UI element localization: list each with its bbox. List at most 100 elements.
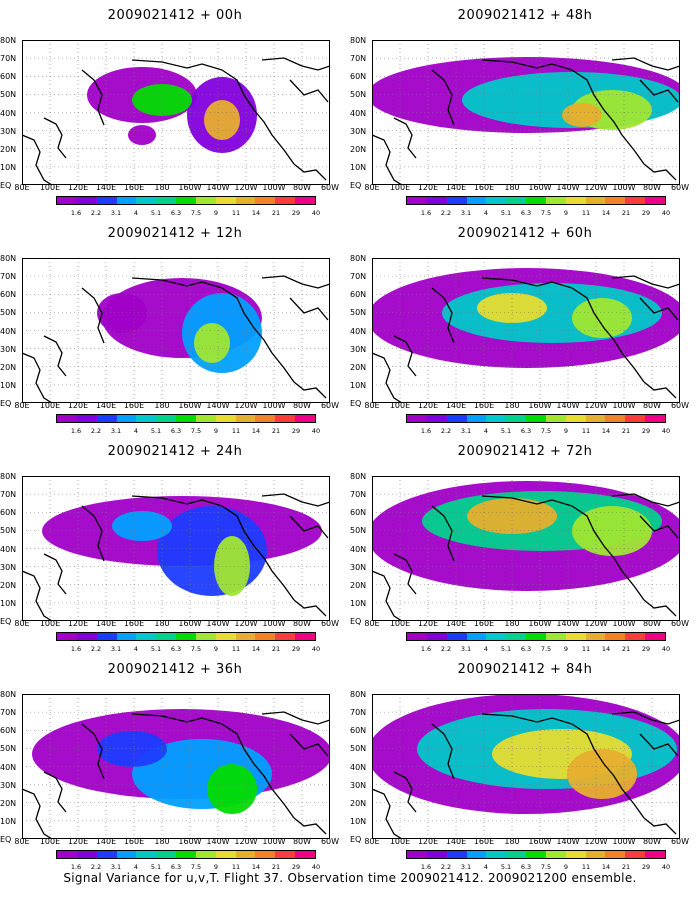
colorbar-swatch: [426, 851, 447, 858]
colorbar-swatch: [426, 633, 447, 640]
lat-tick-label: 70N: [350, 272, 367, 282]
colorbar-swatch: [426, 197, 447, 204]
colorbar-swatch: [275, 415, 296, 422]
coastline: [639, 79, 679, 103]
lat-tick-label: 40N: [350, 544, 367, 554]
variance-contour: [97, 731, 167, 767]
colorbar-swatch: [526, 851, 546, 858]
lat-tick-label: 70N: [0, 708, 17, 718]
lon-tick-label: 120E: [67, 837, 89, 846]
colorbar-swatch: [466, 415, 487, 422]
lon-tick-label: 140W: [206, 837, 230, 846]
colorbar-label: 14: [251, 427, 261, 435]
lat-tick-label: 30N: [0, 344, 17, 354]
colorbar-label: 7.5: [540, 427, 552, 435]
coastline: [372, 352, 403, 403]
map-panel: 2009021412 + 48h 80N 70N 60N 50N 40N 30N 20N 10N…: [350, 0, 700, 225]
colorbar-labels: 1.6 2.2 3.1 4 5.1 6.3 7.5 9 11 14 21 29 40: [406, 863, 670, 873]
colorbar-label: 9: [213, 427, 219, 435]
lat-tick-label: 50N: [0, 308, 17, 318]
coastline: [221, 69, 295, 165]
lon-tick-label: 80W: [642, 619, 662, 628]
colorbar-label: 40: [311, 863, 321, 871]
lat-tick-label: 70N: [0, 490, 17, 500]
colorbar-label: 5.1: [500, 645, 512, 653]
map-panel: 2009021412 + 36h 80N 70N 60N 50N 40N 30N 20N 10N…: [0, 654, 350, 879]
variance-contour: [194, 323, 230, 363]
colorbar-swatch: [407, 197, 427, 204]
lat-tick-label: EQ: [350, 181, 362, 190]
colorbar-swatch: [446, 851, 467, 858]
lat-tick-label: 20N: [0, 580, 17, 590]
coastline: [643, 381, 677, 399]
colorbar-swatch: [195, 633, 216, 640]
lon-tick-label: 140W: [206, 401, 230, 410]
map-frame: [372, 694, 680, 839]
colorbar-label: 2.2: [440, 427, 452, 435]
colorbar-swatch: [76, 197, 97, 204]
colorbar-label: 2.2: [440, 645, 452, 653]
colorbar-swatch: [407, 415, 427, 422]
colorbar-swatch: [526, 633, 546, 640]
map-plot: [372, 694, 680, 839]
panel-title: 2009021412 + 12h: [107, 226, 243, 241]
colorbar-swatch: [645, 197, 665, 204]
lon-tick-label: 60W: [670, 619, 690, 628]
variance-contour: [112, 511, 172, 541]
colorbar-label: 11: [231, 863, 241, 871]
colorbar-swatch: [136, 197, 157, 204]
lon-tick-label: 180: [154, 837, 170, 846]
colorbar: [56, 632, 316, 641]
colorbar-labels: 1.6 2.2 3.1 4 5.1 6.3 7.5 9 11 14 21 29 40: [56, 427, 320, 437]
coastline: [611, 493, 680, 507]
coastline: [81, 505, 105, 562]
map-frame: [372, 40, 680, 185]
colorbar-label: 40: [661, 863, 671, 871]
colorbar: [406, 196, 666, 205]
colorbar-swatch: [275, 851, 296, 858]
coastline: [571, 505, 645, 601]
panel-title: 2009021412 + 72h: [457, 444, 593, 459]
colorbar-label: 1.6: [70, 863, 82, 871]
colorbar-swatch: [176, 633, 196, 640]
figure-caption: Signal Variance for u,v,T. Flight 37. Ob…: [63, 871, 637, 885]
map-panel: 2009021412 + 60h 80N 70N 60N 50N 40N 30N 20N 10N…: [350, 218, 700, 443]
lat-tick-label: 10N: [0, 162, 17, 172]
colorbar-label: 11: [581, 427, 591, 435]
colorbar-label: 14: [601, 863, 611, 871]
lon-tick-label: 140E: [95, 401, 117, 410]
colorbar-swatch: [585, 851, 606, 858]
colorbar-label: 11: [231, 645, 241, 653]
lon-tick-label: 160E: [123, 401, 145, 410]
lon-tick-label: 140W: [206, 619, 230, 628]
colorbar-label: 21: [271, 863, 281, 871]
colorbar-swatch: [96, 633, 117, 640]
colorbar-labels: 1.6 2.2 3.1 4 5.1 6.3 7.5 9 11 14 21 29 40: [406, 427, 670, 437]
lon-tick-label: 160W: [178, 183, 202, 192]
variance-contour: [562, 103, 602, 127]
colorbar-swatch: [466, 197, 487, 204]
lat-tick-label: 10N: [350, 380, 367, 390]
lat-tick-label: 70N: [350, 54, 367, 64]
colorbar-swatch: [295, 415, 315, 422]
lat-tick-label: 50N: [350, 308, 367, 318]
lon-tick-label: 160W: [178, 619, 202, 628]
lat-tick-label: 80N: [0, 472, 17, 481]
variance-contour: [572, 298, 632, 338]
lon-tick-label: 140E: [95, 837, 117, 846]
colorbar-swatch: [605, 633, 626, 640]
lon-tick-label: 80E: [14, 837, 30, 846]
coastline: [43, 771, 67, 813]
coastline: [571, 723, 645, 819]
colorbar-swatch: [176, 851, 196, 858]
colorbar-label: 4: [483, 863, 489, 871]
lon-tick-label: 120W: [584, 183, 608, 192]
coastline: [481, 59, 573, 71]
colorbar-swatch: [156, 197, 177, 204]
colorbar: [56, 414, 316, 423]
coastline: [393, 335, 417, 377]
colorbar-label: 4: [133, 863, 139, 871]
coastline: [43, 553, 67, 595]
colorbar-swatch: [255, 851, 276, 858]
colorbar-label: 40: [311, 427, 321, 435]
